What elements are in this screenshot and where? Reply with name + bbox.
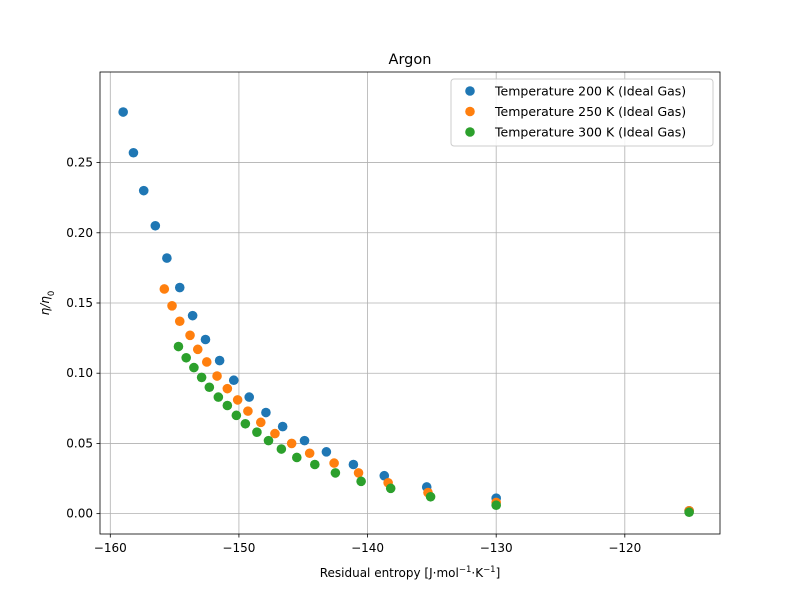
series-3 <box>173 341 694 518</box>
y-tick-label: 0.15 <box>66 296 93 310</box>
x-axis-label: Residual entropy [J·mol−1·K−1] <box>320 565 501 580</box>
y-axis-label: η/η0 <box>38 291 57 316</box>
legend-marker <box>465 106 475 117</box>
data-point <box>276 444 287 454</box>
data-point <box>200 334 211 345</box>
data-point <box>684 507 694 518</box>
data-point <box>167 301 177 311</box>
data-point <box>212 371 222 381</box>
data-point <box>244 392 255 402</box>
data-point <box>270 428 280 439</box>
data-point <box>162 253 172 263</box>
data-point <box>173 341 184 352</box>
legend: Temperature 200 K (Ideal Gas) Temperature… <box>450 78 714 147</box>
data-point <box>353 468 364 478</box>
data-point <box>299 435 310 446</box>
data-point <box>187 310 198 321</box>
data-point <box>263 435 274 446</box>
x-tick-label: −160 <box>94 541 127 555</box>
data-point <box>252 427 262 437</box>
x-tick-label: −140 <box>351 541 384 555</box>
data-point <box>128 147 139 158</box>
data-point <box>261 407 271 418</box>
data-point <box>196 372 207 383</box>
data-point <box>330 468 341 478</box>
y-tick-label: 0.00 <box>66 507 93 521</box>
data-point <box>240 418 251 429</box>
y-tick-label: 0.05 <box>66 436 93 450</box>
legend-box <box>450 78 714 147</box>
axis-ticks: −160 −150 −140 −130 −120 0.00 0.05 0.10 0.15 0.20… <box>66 156 641 555</box>
data-point <box>232 395 243 405</box>
data-point <box>222 383 233 394</box>
data-point <box>213 392 224 402</box>
data-point <box>379 470 390 481</box>
data-point <box>150 220 161 231</box>
data-point <box>304 448 315 459</box>
y-tick-label: 0.25 <box>66 156 93 170</box>
data-point <box>192 344 203 355</box>
data-point <box>118 107 128 117</box>
data-point <box>243 406 253 416</box>
data-point <box>228 375 239 386</box>
legend-marker <box>465 86 475 96</box>
data-point <box>174 316 185 327</box>
data-point <box>174 282 185 293</box>
chart-title: Argon <box>389 52 432 68</box>
legend-label: Temperature 200 K (Ideal Gas) <box>494 84 686 99</box>
data-point <box>286 438 297 449</box>
data-point <box>159 284 170 294</box>
data-point <box>255 417 266 428</box>
data-point <box>321 447 332 457</box>
data-point <box>201 357 212 367</box>
data-point <box>189 362 199 373</box>
data-point <box>329 458 339 468</box>
y-tick-label: 0.20 <box>66 226 93 240</box>
data-points <box>118 107 694 518</box>
data-point <box>204 382 215 393</box>
data-point <box>425 491 436 502</box>
data-point <box>310 459 320 470</box>
data-point <box>222 400 233 411</box>
legend-label: Temperature 300 K (Ideal Gas) <box>494 125 686 140</box>
x-tick-label: −150 <box>222 541 255 555</box>
plot-frame <box>99 71 721 535</box>
x-tick-label: −130 <box>480 541 513 555</box>
data-point <box>185 330 195 341</box>
data-point <box>231 410 242 421</box>
data-point <box>491 500 501 511</box>
data-point <box>138 185 149 196</box>
y-tick-label: 0.10 <box>66 366 93 380</box>
data-point <box>277 421 288 432</box>
x-tick-label: −120 <box>608 541 641 555</box>
data-point <box>356 476 366 487</box>
data-point <box>181 352 191 363</box>
legend-label: Temperature 250 K (Ideal Gas) <box>494 104 686 119</box>
legend-marker <box>465 127 475 137</box>
data-point <box>292 452 302 463</box>
data-point <box>348 459 359 470</box>
data-point <box>214 355 225 366</box>
data-point <box>385 483 396 494</box>
